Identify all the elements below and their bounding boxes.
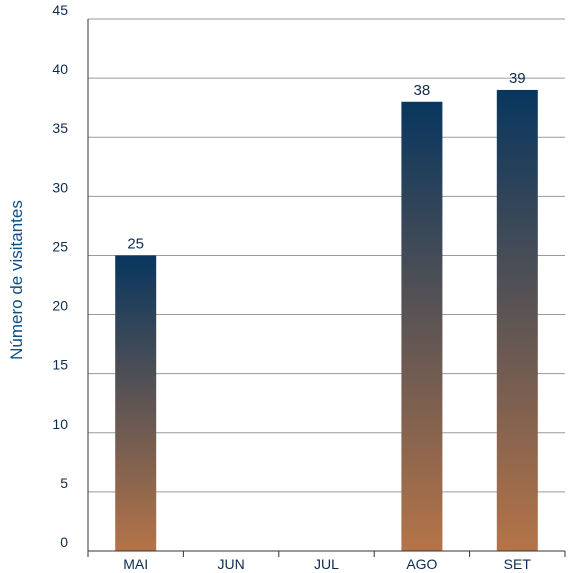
x-tick-labels: MAI JUN JUL AGO SET: [123, 556, 531, 572]
axes: [87, 19, 566, 557]
x-tick-label: AGO: [406, 556, 437, 572]
bar-set: [496, 89, 538, 551]
data-label: 39: [509, 70, 526, 87]
y-tick-label: 15: [52, 357, 68, 373]
y-axis-label: Número de visitantes: [7, 200, 26, 360]
bar-ago: [401, 101, 443, 551]
y-tick-label: 25: [52, 238, 68, 254]
x-tick-label: JUL: [314, 556, 339, 572]
bars: [115, 89, 538, 551]
y-tick-label: 10: [52, 416, 68, 432]
y-tick-label: 5: [60, 475, 68, 491]
y-tick-label: 0: [60, 534, 68, 550]
y-tick-label: 35: [52, 120, 68, 136]
y-tick-label: 45: [52, 2, 68, 18]
data-label: 38: [414, 82, 431, 99]
data-labels: 25 38 39: [127, 70, 525, 253]
grid-lines: [88, 18, 565, 493]
x-tick-label: MAI: [123, 556, 148, 572]
y-tick-label: 40: [52, 61, 68, 77]
x-tick-label: JUN: [217, 556, 244, 572]
y-tick-label: 30: [52, 179, 68, 195]
y-tick-label: 20: [52, 298, 68, 314]
y-tick-labels: 0 5 10 15 20 25 30 35 40 45: [52, 2, 68, 550]
data-label: 25: [127, 235, 144, 252]
bar-mai: [115, 255, 157, 551]
x-tick-label: SET: [504, 556, 532, 572]
